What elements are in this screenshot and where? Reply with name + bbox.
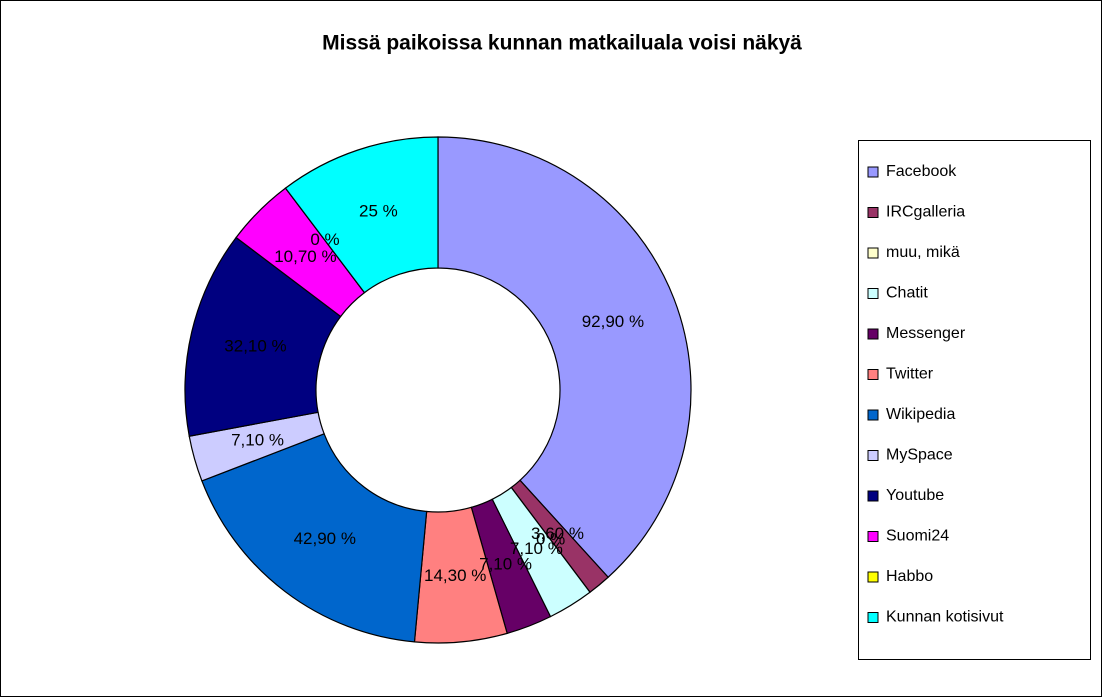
legend-swatch	[867, 450, 879, 461]
legend-swatch	[867, 490, 879, 502]
donut-slice	[201, 433, 428, 643]
legend-label: Twitter	[886, 366, 934, 383]
legend-label: Youtube	[886, 487, 944, 504]
legend-swatch	[867, 166, 879, 178]
legend-label: Wikipedia	[886, 406, 955, 423]
data-label: 92,90 %	[582, 312, 644, 331]
legend-label: Messenger	[886, 325, 966, 342]
data-label: 7,10 %	[510, 539, 563, 558]
data-label: 7,10 %	[479, 554, 532, 573]
donut-slice	[437, 136, 692, 579]
legend-label: Chatit	[886, 285, 928, 302]
legend-swatch	[867, 207, 879, 218]
legend-label: IRCgalleria	[886, 204, 965, 221]
data-label: 7,10 %	[231, 431, 284, 450]
legend-swatch	[867, 328, 879, 340]
data-label: 0 %	[536, 529, 565, 548]
donut-slice	[284, 136, 439, 294]
legend-label: Habbo	[886, 568, 933, 585]
legend-label: Facebook	[886, 163, 957, 180]
data-label: 10,70 %	[274, 247, 336, 266]
data-label: 25 %	[359, 202, 398, 221]
chart-title: Missä paikoissa kunnan matkailuala voisi…	[322, 32, 802, 55]
legend-swatch	[867, 247, 879, 259]
legend-swatch	[867, 369, 879, 380]
legend-swatch	[867, 531, 879, 542]
legend-label: muu, mikä	[886, 244, 960, 261]
legend-swatch	[867, 612, 879, 623]
data-label: 14,30 %	[424, 566, 486, 585]
legend-swatch	[867, 288, 879, 299]
data-label: 3,60 %	[531, 524, 584, 543]
legend-label: Suomi24	[886, 528, 949, 545]
legend-swatch	[867, 409, 879, 421]
data-label: 42,90 %	[294, 529, 356, 548]
legend-swatch	[867, 571, 879, 583]
data-label: 0 %	[310, 230, 339, 249]
data-label: 32,10 %	[224, 336, 286, 355]
legend-label: MySpace	[886, 447, 953, 464]
legend-label: Kunnan kotisivut	[886, 609, 1004, 626]
legend-box	[858, 140, 1091, 660]
